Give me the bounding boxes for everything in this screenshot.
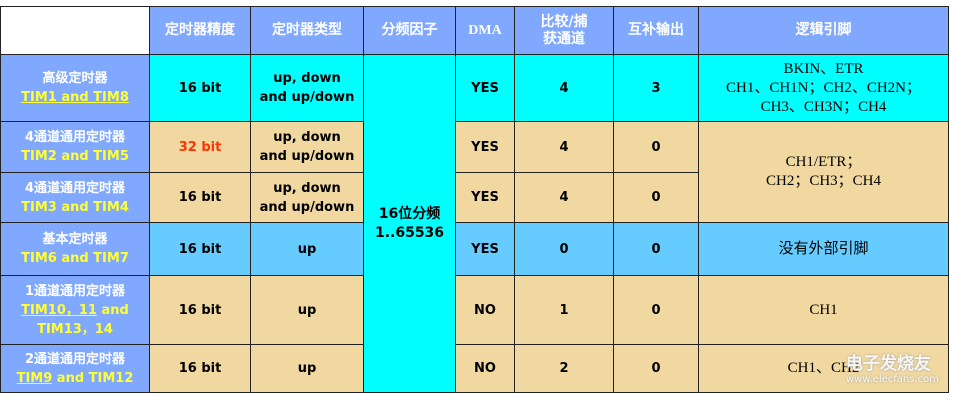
- complementary: 0: [613, 121, 699, 173]
- pins: BKIN、ETR CH1、CH1N；CH2、CH2N； CH3、CH3N；CH4: [698, 54, 949, 122]
- dma: NO: [455, 275, 515, 345]
- table-row: 2通道通用定时器 TIM9 and TIM12 16 bit up NO 2 0 …: [0, 344, 949, 393]
- dma: YES: [455, 54, 515, 122]
- dma: YES: [455, 121, 515, 173]
- channels: 1: [514, 275, 614, 345]
- dma: YES: [455, 172, 515, 223]
- precision: 16 bit: [149, 54, 251, 122]
- timer-name: 1通道通用定时器 TIM10，11 and TIM13，14: [0, 275, 150, 345]
- channels: 2: [514, 344, 614, 393]
- pins: 没有外部引脚: [698, 222, 949, 276]
- complementary: 0: [613, 275, 699, 345]
- complementary: 0: [613, 222, 699, 276]
- timer-name: 2通道通用定时器 TIM9 and TIM12: [0, 344, 150, 393]
- timer-name: 4通道通用定时器 TIM2 and TIM5: [0, 121, 150, 173]
- watermark-logo: 电子发烧友 www.elecfans.com: [845, 354, 939, 385]
- header-row: 定时器精度 定时器类型 分频因子 DMA 比较/捕获通道 互补输出 逻辑引脚: [0, 6, 949, 55]
- prescaler-cell: 16位分频 1..65536: [363, 54, 456, 393]
- counter-type: up: [250, 222, 364, 276]
- pins: CH1、CH2: [698, 344, 949, 393]
- pins: CH1/ETR； CH2；CH3；CH4: [698, 121, 949, 223]
- dma: YES: [455, 222, 515, 276]
- counter-type: up, down and up/down: [250, 121, 364, 173]
- precision: 32 bit: [149, 121, 251, 173]
- dma: NO: [455, 344, 515, 393]
- precision: 16 bit: [149, 344, 251, 393]
- counter-type: up, down and up/down: [250, 54, 364, 122]
- timer-comparison-table: 定时器精度 定时器类型 分频因子 DMA 比较/捕获通道 互补输出 逻辑引脚 高…: [0, 6, 949, 393]
- channels: 4: [514, 121, 614, 173]
- precision: 16 bit: [149, 222, 251, 276]
- timer-name: 4通道通用定时器 TIM3 and TIM4: [0, 172, 150, 223]
- table-row: 1通道通用定时器 TIM10，11 and TIM13，14 16 bit up N…: [0, 275, 949, 345]
- precision: 16 bit: [149, 275, 251, 345]
- table-row: 4通道通用定时器 TIM2 and TIM5 32 bit up, down an…: [0, 121, 949, 223]
- complementary: 0: [613, 344, 699, 393]
- header-channels: 比较/捕获通道: [514, 6, 614, 55]
- header-blank: [0, 6, 150, 55]
- complementary: 3: [613, 54, 699, 122]
- counter-type: up: [250, 275, 364, 345]
- channels: 0: [514, 222, 614, 276]
- timer-name: 基本定时器 TIM6 and TIM7: [0, 222, 150, 276]
- header-complementary: 互补输出: [613, 6, 699, 55]
- pins: CH1: [698, 275, 949, 345]
- timer-name: 高级定时器 TIM1 and TIM8: [0, 54, 150, 122]
- tim-link[interactable]: TIM10，11: [21, 302, 97, 318]
- header-prescaler: 分频因子: [363, 6, 456, 55]
- header-precision: 定时器精度: [149, 6, 251, 55]
- counter-type: up, down and up/down: [250, 172, 364, 223]
- channels: 4: [514, 54, 614, 122]
- table-row: 基本定时器 TIM6 and TIM7 16 bit up YES 0 0 没有外…: [0, 222, 949, 276]
- header-dma: DMA: [455, 6, 515, 55]
- precision: 16 bit: [149, 172, 251, 223]
- tim-link[interactable]: TIM9: [16, 370, 53, 386]
- tim-link[interactable]: TIM1 and TIM8: [21, 90, 129, 105]
- header-pins: 逻辑引脚: [698, 6, 949, 55]
- table-row: 高级定时器 TIM1 and TIM8 16 bit up, down and u…: [0, 54, 949, 393]
- counter-type: up: [250, 344, 364, 393]
- channels: 4: [514, 172, 614, 223]
- complementary: 0: [613, 172, 699, 223]
- header-type: 定时器类型: [250, 6, 364, 55]
